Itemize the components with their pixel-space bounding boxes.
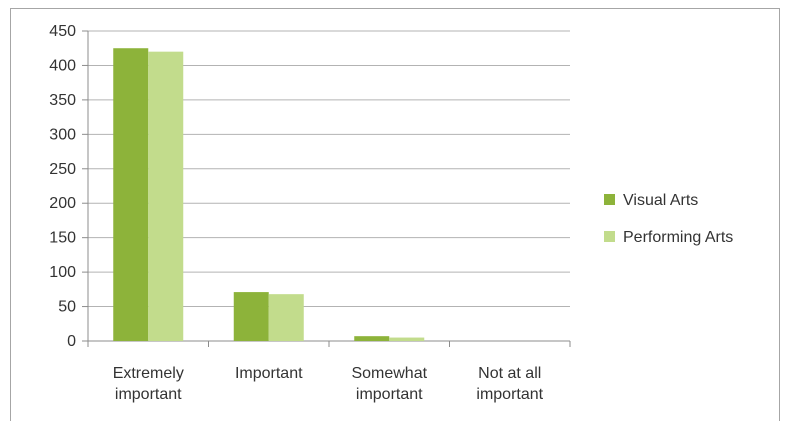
y-tick-label-200: 200 xyxy=(49,195,76,212)
x-tick-label-line: Important xyxy=(235,365,303,382)
bar-visual-arts-1 xyxy=(113,48,149,341)
legend: Visual Arts Performing Arts xyxy=(604,192,733,246)
bar-visual-arts-3 xyxy=(354,336,390,341)
bars xyxy=(113,48,425,342)
x-tick-label-line: important xyxy=(356,386,423,403)
x-tick-label-line: Extremely xyxy=(113,365,184,382)
x-axis-tick-labels: Extremely important Important Somewhat impor… xyxy=(113,365,544,403)
legend-label-2: Performing Arts xyxy=(623,229,733,246)
x-tick-label-2: Important xyxy=(235,365,303,382)
y-tick-label-300: 300 xyxy=(49,126,76,143)
legend-swatch-1 xyxy=(604,194,615,205)
bar-performing-arts-1 xyxy=(148,51,184,342)
bar-performing-arts-3 xyxy=(389,337,425,341)
y-tick-label-50: 50 xyxy=(58,299,76,316)
y-tick-label-250: 250 xyxy=(49,161,76,178)
x-tick-label-4: Not at all important xyxy=(476,365,543,403)
x-tick-label-1: Extremely important xyxy=(113,365,184,403)
y-tick-label-150: 150 xyxy=(49,230,76,247)
x-tick-label-3: Somewhat important xyxy=(351,365,427,403)
y-tick-label-450: 450 xyxy=(49,23,76,40)
y-tick-label-400: 400 xyxy=(49,57,76,74)
y-tick-label-0: 0 xyxy=(67,333,76,350)
y-axis-tick-labels: 0 50 100 150 200 250 300 350 400 450 xyxy=(49,23,76,350)
x-tick-label-line: Not at all xyxy=(478,365,541,382)
y-tick-label-100: 100 xyxy=(49,264,76,281)
legend-swatch-2 xyxy=(604,231,615,242)
legend-label-1: Visual Arts xyxy=(623,192,698,209)
x-tick-label-line: important xyxy=(476,386,543,403)
y-tick-label-350: 350 xyxy=(49,92,76,109)
bar-performing-arts-2 xyxy=(268,294,304,341)
bar-visual-arts-2 xyxy=(233,292,269,341)
x-tick-label-line: important xyxy=(115,386,182,403)
x-tick-label-line: Somewhat xyxy=(351,365,427,382)
